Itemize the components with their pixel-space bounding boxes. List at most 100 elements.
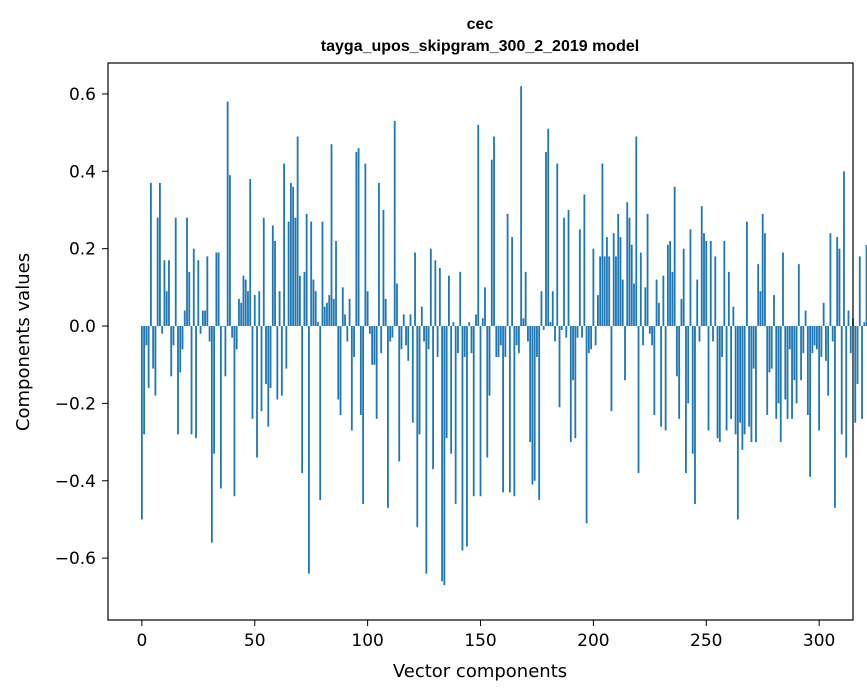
bar-92: [348, 298, 351, 327]
bar-320: [863, 322, 866, 327]
bar-76: [312, 279, 315, 327]
bar-28: [204, 310, 206, 327]
bar-196: [583, 194, 586, 327]
bar-276: [764, 233, 766, 327]
bar-190: [569, 326, 572, 443]
bar-88: [339, 326, 342, 415]
bar-124: [420, 306, 423, 327]
bar-137: [450, 326, 453, 454]
bar-224: [646, 213, 649, 327]
x-tick-label: 150: [464, 631, 496, 651]
bar-3: [147, 326, 150, 388]
bar-185: [558, 326, 561, 408]
bar-157: [495, 326, 498, 357]
bar-175: [536, 326, 538, 357]
bar-65: [287, 221, 290, 327]
bar-95: [355, 151, 358, 327]
bar-25: [197, 260, 200, 327]
bar-163: [508, 326, 511, 493]
bar-131: [436, 326, 439, 357]
bar-130: [434, 260, 437, 327]
bar-53: [260, 326, 263, 412]
bar-67: [292, 186, 295, 327]
bar-51: [256, 326, 258, 458]
bar-281: [775, 326, 778, 419]
bar-225: [648, 326, 651, 334]
bar-193: [576, 326, 579, 338]
bar-12: [168, 260, 170, 327]
bar-213: [621, 279, 624, 327]
bar-305: [829, 233, 832, 327]
bar-47: [247, 291, 249, 327]
bar-48: [249, 179, 252, 327]
bar-186: [560, 326, 563, 330]
bar-10: [163, 260, 166, 327]
bar-226: [651, 326, 653, 346]
bar-109: [387, 326, 389, 508]
bar-110: [389, 326, 392, 342]
bar-194: [578, 229, 581, 327]
bar-40: [231, 326, 234, 338]
bar-49: [251, 326, 254, 419]
bar-164: [511, 237, 514, 327]
bar-84: [330, 144, 333, 327]
bar-74: [308, 326, 310, 574]
bar-239: [680, 298, 683, 327]
bar-68: [294, 217, 297, 327]
bar-101: [368, 326, 371, 334]
bar-214: [624, 326, 626, 381]
bar-234: [669, 240, 672, 327]
bar-169: [522, 318, 525, 327]
bar-275: [761, 213, 764, 327]
bar-168: [520, 86, 523, 327]
bar-117: [405, 326, 407, 346]
bar-33: [215, 252, 218, 327]
bar-300: [818, 326, 821, 431]
bar-35: [219, 326, 222, 489]
bar-104: [375, 326, 378, 419]
bar-192: [574, 326, 577, 439]
bar-180: [547, 128, 550, 327]
bar-310: [840, 326, 843, 435]
bar-145: [468, 322, 471, 327]
bar-36: [222, 326, 225, 327]
bar-179: [545, 151, 547, 327]
bar-7: [156, 217, 159, 327]
bar-144: [466, 326, 468, 547]
bar-37: [224, 326, 227, 377]
bar-279: [770, 326, 773, 369]
bar-24: [195, 326, 197, 439]
bar-90: [344, 314, 346, 327]
bar-77: [314, 291, 317, 327]
bar-87: [337, 326, 340, 400]
bar-199: [590, 326, 593, 350]
bar-187: [563, 217, 565, 327]
bar-17: [179, 326, 182, 373]
bar-237: [676, 326, 678, 377]
bar-235: [671, 271, 674, 327]
bar-280: [773, 295, 775, 327]
bar-211: [617, 213, 620, 327]
bar-18: [181, 326, 184, 350]
bar-301: [820, 326, 823, 357]
bar-271: [752, 326, 755, 369]
bar-191: [572, 326, 574, 381]
bar-64: [285, 326, 288, 369]
bar-291: [797, 264, 800, 327]
bar-184: [556, 163, 559, 327]
bar-247: [698, 326, 701, 342]
bar-176: [538, 326, 541, 501]
bar-201: [594, 326, 597, 346]
bar-30: [208, 326, 211, 342]
bar-256: [718, 326, 721, 443]
bar-56: [267, 326, 270, 427]
bar-243: [689, 229, 692, 327]
bar-277: [766, 326, 769, 415]
bar-42: [235, 326, 238, 350]
bar-97: [359, 326, 362, 415]
bar-278: [768, 326, 771, 373]
bar-218: [633, 283, 635, 327]
bar-215: [626, 202, 629, 327]
bar-129: [432, 326, 434, 470]
bar-105: [378, 182, 380, 327]
